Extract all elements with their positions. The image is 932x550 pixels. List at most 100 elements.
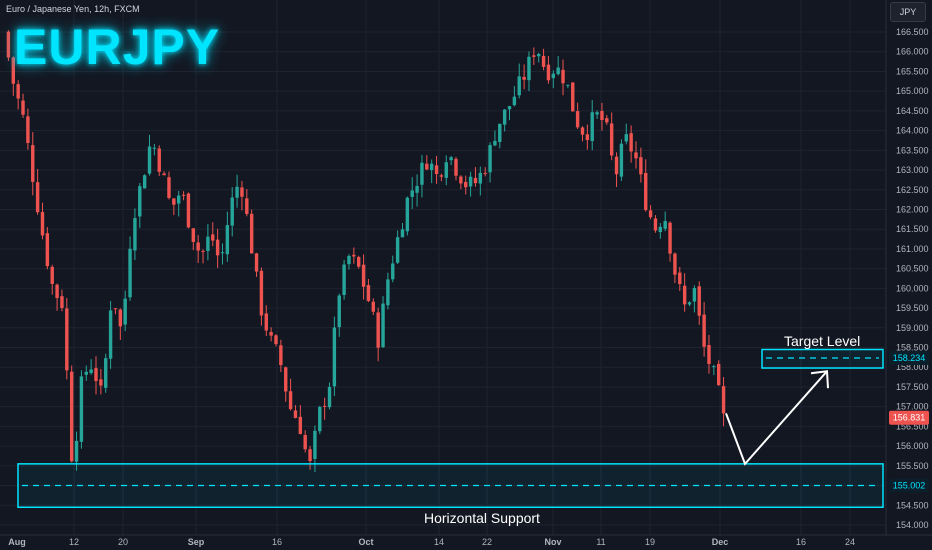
candle-body [634,152,638,159]
candle-body [123,298,127,325]
candle-body [113,308,118,310]
candle-body [391,263,395,280]
candle-body [653,218,658,231]
candle-body [133,218,137,251]
candle-body [600,110,604,121]
candle-body [206,236,210,251]
candle-body [26,116,30,143]
candle-body [191,228,195,242]
candle-body [35,182,40,213]
candle-body [658,226,663,233]
price-axis-labels: 154.000154.500155.000155.500156.000156.5… [896,27,929,530]
time-tick-label: 20 [118,537,128,547]
candle-body [293,410,298,418]
time-tick-label: Oct [358,537,373,547]
price-tick-label: 156.500 [896,421,929,431]
candle-body [215,239,220,256]
candle-body [575,111,580,128]
candle-body [84,371,88,375]
price-tick-label: 159.500 [896,303,929,313]
candle-body [439,175,444,177]
price-tick-label: 163.500 [896,145,929,155]
candle-body [687,302,692,305]
price-tick-label: 161.000 [896,244,929,254]
candle-body [517,76,521,96]
candle-body [371,301,375,312]
candle-body [264,313,268,331]
time-tick-label: Aug [8,537,26,547]
candle-body [629,133,633,152]
support-price-tag: 155.002 [893,480,926,490]
candle-body [507,106,512,110]
candle-body [45,233,50,267]
price-tick-label: 165.500 [896,66,929,76]
time-tick-label: 22 [482,537,492,547]
candle-body [483,172,487,174]
candle-body [157,148,161,172]
candle-body [663,221,667,229]
candle-body [673,253,677,275]
candle-body [60,296,64,309]
time-axis-labels: Aug 12 20 Sep 16 Oct 14 22 Nov 11 19 Dec 16 24 [8,537,855,547]
candle-body [644,172,648,211]
candle-body [459,176,463,184]
price-tick-label: 156.000 [896,441,929,451]
candle-body [288,391,293,410]
support-price-tag-box [889,478,929,493]
candle-body [712,366,716,368]
candle-body [138,186,142,217]
price-tick-label: 160.000 [896,283,929,293]
candle-body [245,198,249,214]
candle-body [118,309,123,327]
price-tick-label: 162.500 [896,185,929,195]
current-price-tag: 156.831 [893,413,926,423]
current-price-tag-box [889,410,929,425]
candle-body [405,197,410,232]
time-tick-label: 16 [796,537,806,547]
candle-body [211,234,215,241]
candle-body [196,242,200,251]
candle-body [31,145,35,182]
target-level-zone [761,348,884,369]
candle-body [609,123,614,156]
time-tick-label: Dec [712,537,729,547]
candle-body [69,371,74,462]
candle-body [624,134,628,142]
currency-selector[interactable]: JPY [890,2,926,22]
candle-body [337,295,341,328]
candle-body [284,367,288,392]
candle-body [585,134,590,141]
candle-body [225,225,230,255]
candle-body [50,266,54,284]
price-tick-label: 162.000 [896,204,929,214]
candle-body [580,127,585,135]
target-price-tag-box [889,351,929,366]
candle-body [415,185,419,193]
candle-body [318,406,322,432]
price-tick-label: 166.000 [896,47,929,57]
candle-body [259,270,264,316]
candle-body [357,257,361,267]
candle-body [434,165,439,175]
price-axis-panel[interactable] [886,0,932,535]
candle-body [556,67,560,75]
candle-body [361,264,366,287]
target-level-label: Target Level [784,333,861,349]
candle-body [605,118,609,123]
candle-body [172,198,176,205]
candle-body [366,285,371,301]
time-tick-label: Sep [188,537,205,547]
price-tick-label: 161.500 [896,224,929,234]
price-tick-label: 154.500 [896,500,929,510]
projection-line [725,370,828,466]
candle-body [512,96,517,106]
candle-body [89,369,93,374]
candle-body [279,345,283,366]
candle-body [678,272,682,285]
candle-body [464,181,468,188]
candle-body [478,172,483,184]
candle-body [94,368,98,382]
candle-body [590,112,594,142]
